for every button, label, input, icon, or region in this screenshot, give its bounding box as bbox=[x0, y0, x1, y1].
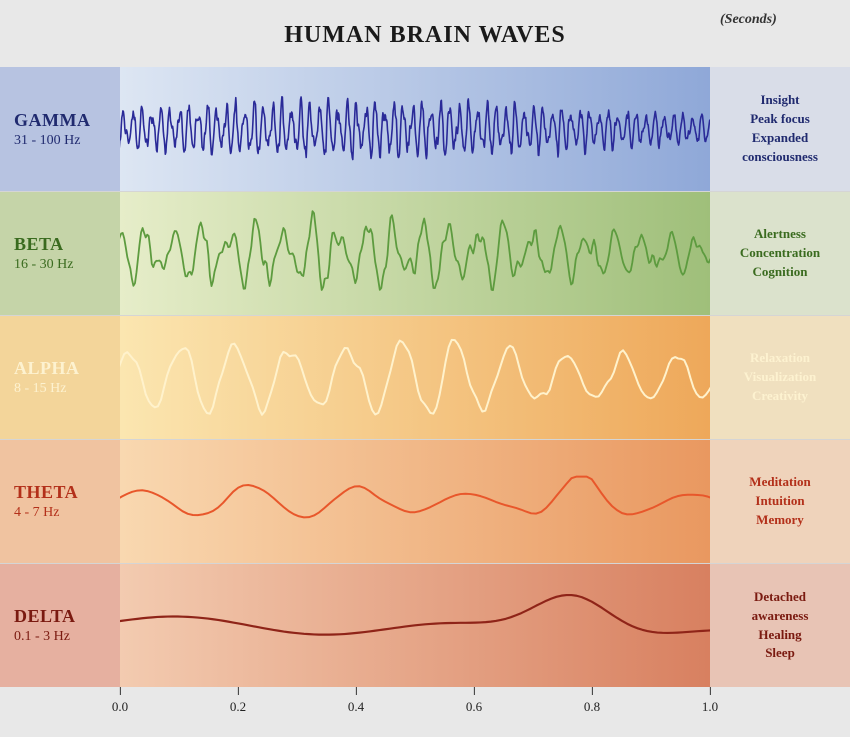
wave-label-block: DELTA 0.1 - 3 Hz bbox=[0, 564, 120, 687]
wave-desc-line: Memory bbox=[756, 511, 804, 530]
wave-desc-line: Detached bbox=[754, 588, 806, 607]
wave-desc-line: awareness bbox=[752, 607, 809, 626]
wave-descriptions: InsightPeak focusExpandedconsciousness bbox=[710, 67, 850, 191]
wave-label-block: ALPHA 8 - 15 Hz bbox=[0, 316, 120, 439]
wave-name: THETA bbox=[14, 482, 110, 503]
wave-label-block: BETA 16 - 30 Hz bbox=[0, 192, 120, 315]
axis-tick-label: 0.4 bbox=[348, 699, 364, 715]
wave-desc-line: Visualization bbox=[744, 368, 816, 387]
wave-frequency: 0.1 - 3 Hz bbox=[14, 629, 110, 645]
axis-tick-label: 0.2 bbox=[230, 699, 246, 715]
wave-desc-line: Intuition bbox=[755, 492, 804, 511]
axis-tick-label: 0.6 bbox=[466, 699, 482, 715]
wave-descriptions: DetachedawarenessHealingSleep bbox=[710, 564, 850, 687]
wave-frequency: 4 - 7 Hz bbox=[14, 505, 110, 521]
wave-plot bbox=[120, 192, 710, 315]
wave-frequency: 31 - 100 Hz bbox=[14, 133, 110, 149]
wave-frequency: 8 - 15 Hz bbox=[14, 381, 110, 397]
wave-desc-line: Creativity bbox=[752, 387, 808, 406]
axis-tick-label: 0.8 bbox=[584, 699, 600, 715]
wave-label-block: THETA 4 - 7 Hz bbox=[0, 440, 120, 563]
wave-desc-line: Meditation bbox=[749, 473, 810, 492]
wave-desc-line: Peak focus bbox=[750, 110, 810, 129]
wave-row-delta: DELTA 0.1 - 3 Hz DetachedawarenessHealingS… bbox=[0, 563, 850, 687]
axis-tick: 1.0 bbox=[702, 687, 718, 715]
wave-plot bbox=[120, 316, 710, 439]
x-axis: 0.00.20.40.60.81.0 bbox=[120, 687, 710, 737]
wave-rows: GAMMA 31 - 100 Hz InsightPeak focusExpande… bbox=[0, 67, 850, 687]
axis-tick: 0.2 bbox=[230, 687, 246, 715]
axis-tick: 0.8 bbox=[584, 687, 600, 715]
wave-desc-line: Alertness bbox=[754, 225, 806, 244]
wave-desc-line: Insight bbox=[760, 91, 799, 110]
brainwaves-diagram: HUMAN BRAIN WAVES GAMMA 31 - 100 Hz Insigh… bbox=[0, 0, 850, 737]
wave-desc-line: consciousness bbox=[742, 148, 818, 167]
wave-desc-line: Sleep bbox=[765, 644, 795, 663]
wave-name: BETA bbox=[14, 234, 110, 255]
wave-row-beta: BETA 16 - 30 Hz AlertnessConcentrationCogn… bbox=[0, 191, 850, 315]
wave-row-gamma: GAMMA 31 - 100 Hz InsightPeak focusExpande… bbox=[0, 67, 850, 191]
wave-desc-line: Expanded bbox=[752, 129, 808, 148]
axis-tick: 0.6 bbox=[466, 687, 482, 715]
wave-plot bbox=[120, 440, 710, 563]
wave-name: DELTA bbox=[14, 606, 110, 627]
wave-name: GAMMA bbox=[14, 110, 110, 131]
axis-tick-label: 1.0 bbox=[702, 699, 718, 715]
axis-tick-label: 0.0 bbox=[112, 699, 128, 715]
x-axis-title: (Seconds) bbox=[720, 12, 777, 28]
wave-descriptions: AlertnessConcentrationCognition bbox=[710, 192, 850, 315]
wave-row-alpha: ALPHA 8 - 15 Hz RelaxationVisualizationCre… bbox=[0, 315, 850, 439]
wave-descriptions: RelaxationVisualizationCreativity bbox=[710, 316, 850, 439]
axis-tick: 0.4 bbox=[348, 687, 364, 715]
wave-plot bbox=[120, 564, 710, 687]
page-title: HUMAN BRAIN WAVES bbox=[0, 0, 850, 67]
wave-plot bbox=[120, 67, 710, 191]
wave-desc-line: Concentration bbox=[740, 244, 820, 263]
wave-row-theta: THETA 4 - 7 Hz MeditationIntuitionMemory bbox=[0, 439, 850, 563]
wave-frequency: 16 - 30 Hz bbox=[14, 257, 110, 273]
wave-desc-line: Cognition bbox=[753, 263, 808, 282]
wave-desc-line: Healing bbox=[758, 626, 801, 645]
wave-label-block: GAMMA 31 - 100 Hz bbox=[0, 67, 120, 191]
wave-descriptions: MeditationIntuitionMemory bbox=[710, 440, 850, 563]
wave-name: ALPHA bbox=[14, 358, 110, 379]
wave-desc-line: Relaxation bbox=[750, 349, 810, 368]
axis-tick: 0.0 bbox=[112, 687, 128, 715]
